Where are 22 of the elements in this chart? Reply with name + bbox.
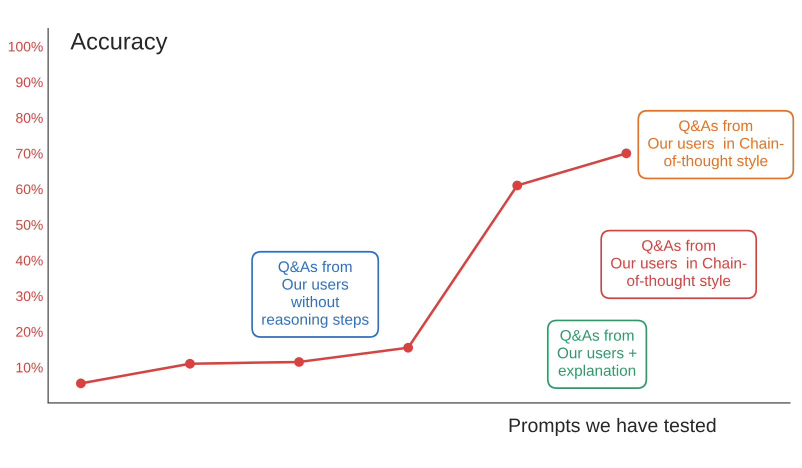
y-tick-label: 20% bbox=[16, 326, 43, 337]
point bbox=[76, 378, 86, 388]
y-tick-label: 50% bbox=[16, 220, 43, 230]
y-tick-label: 30% bbox=[16, 291, 43, 302]
y-tick-label: 40% bbox=[16, 256, 43, 266]
annotation: Q&As from Our users in Chain- of-thought style bbox=[648, 120, 784, 170]
point bbox=[185, 358, 195, 369]
point bbox=[294, 357, 304, 367]
y-tick-label: 80% bbox=[16, 113, 43, 123]
chart-title: Accuracy bbox=[70, 33, 168, 54]
y-tick-label: 70% bbox=[16, 148, 43, 159]
y-tick-label: 10% bbox=[16, 362, 43, 372]
point bbox=[512, 180, 522, 190]
annotation: Q&As from Our users in Chain- of-thought style bbox=[611, 240, 746, 290]
point bbox=[403, 342, 413, 353]
y-tick-label: 60% bbox=[16, 184, 43, 194]
y-tick-label: 100% bbox=[8, 42, 43, 52]
annotation: Q&As from Our users without reasoning steps bbox=[262, 260, 369, 328]
x-axis-title: Prompts we have tested bbox=[510, 418, 716, 436]
y-tick-label: 90% bbox=[16, 77, 43, 88]
point bbox=[621, 148, 632, 158]
annotation: Q&As from Our users + explanation bbox=[558, 330, 636, 379]
